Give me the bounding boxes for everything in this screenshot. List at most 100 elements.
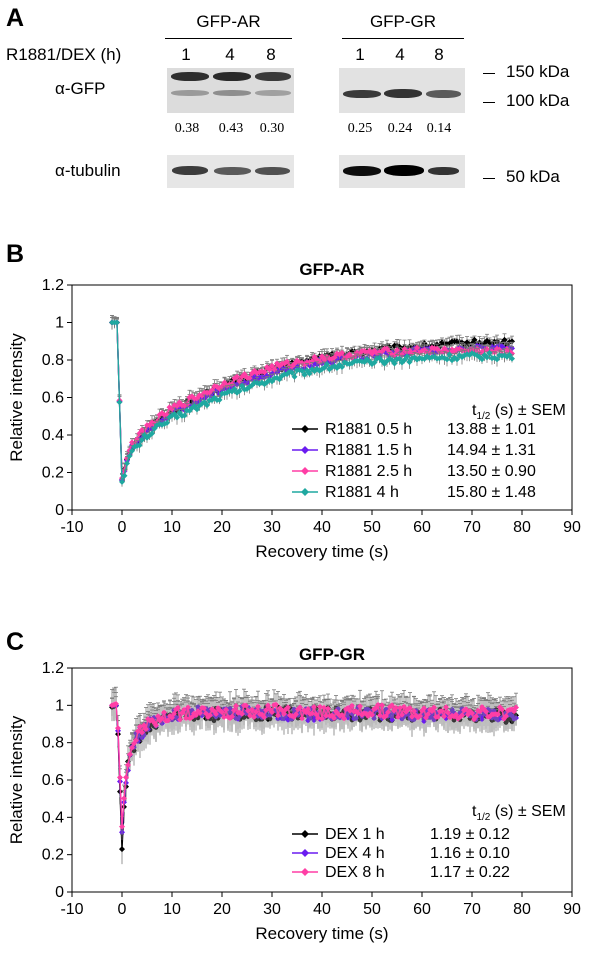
data-point (264, 364, 270, 371)
data-point (333, 708, 339, 715)
data-point (243, 702, 249, 709)
series-0 (109, 316, 515, 487)
data-point (357, 703, 363, 710)
data-point (396, 355, 403, 362)
lane-label: 8 (266, 45, 276, 64)
legend-marker (301, 425, 309, 433)
blot-band (343, 90, 381, 98)
data-point (501, 715, 507, 722)
tubulin-blot-ar (167, 155, 294, 188)
data-point (454, 356, 460, 363)
data-point (175, 704, 181, 711)
gfp-blot-gr (339, 68, 465, 113)
y-tick-label: 0.8 (42, 352, 64, 369)
data-point (417, 712, 423, 719)
data-point (349, 702, 355, 709)
x-tick-label: 20 (213, 519, 231, 536)
gfp-blot-ar (167, 68, 294, 113)
data-point (407, 705, 413, 712)
tubulin-blot-gr (339, 155, 465, 188)
data-point (121, 795, 127, 802)
data-point (233, 702, 239, 709)
legend-series-stat: 1.16 ± 0.10 (430, 845, 510, 862)
data-point (189, 393, 195, 400)
data-point (171, 402, 178, 409)
blot-band (171, 90, 209, 96)
x-tick-label: 80 (513, 901, 531, 918)
data-point (479, 703, 485, 710)
lane-label: 4 (395, 45, 405, 64)
series-2 (109, 686, 519, 838)
data-point (439, 354, 445, 361)
data-point (267, 706, 273, 713)
y-tick-label: 0.4 (42, 427, 64, 444)
data-point (165, 717, 171, 724)
data-point (495, 711, 501, 718)
data-point (211, 383, 218, 390)
data-point (285, 704, 291, 711)
data-point (339, 349, 345, 356)
data-point (119, 478, 125, 485)
data-point (149, 430, 155, 437)
data-point (315, 714, 321, 721)
x-tick-label: 30 (263, 519, 281, 536)
legend-header-sub: 1/2 (476, 411, 490, 422)
data-point (275, 712, 281, 719)
data-point (411, 708, 417, 715)
data-point (319, 366, 325, 373)
data-point (506, 351, 513, 358)
legend-series-name: DEX 4 h (325, 845, 385, 862)
data-point (379, 702, 385, 709)
data-point (255, 703, 261, 710)
y-axis-label: Relative intensity (7, 715, 26, 844)
data-point (371, 347, 378, 354)
data-point (171, 710, 177, 717)
ratio-value: 0.30 (259, 121, 285, 136)
data-point (466, 351, 473, 358)
data-point (293, 711, 299, 718)
data-point (169, 405, 175, 412)
x-tick-label: 40 (313, 901, 331, 918)
legend-series-stat: 13.88 ± 1.01 (447, 421, 536, 438)
group-underline-gfp-ar (165, 38, 292, 39)
data-point (404, 353, 410, 360)
y-tick-label: 1.2 (42, 660, 64, 677)
data-point (341, 715, 347, 722)
data-point (201, 705, 207, 712)
legend-series-stat: 14.94 ± 1.31 (447, 442, 536, 459)
data-point (464, 339, 470, 346)
x-tick-label: 50 (363, 901, 381, 918)
y-tick-label: 0 (55, 502, 64, 519)
legend-marker (301, 488, 309, 496)
legend-series-name: DEX 8 h (325, 864, 385, 881)
data-point (374, 355, 380, 362)
x-tick-label: 0 (118, 519, 127, 536)
legend-series-name: DEX 1 h (325, 826, 385, 843)
data-point (201, 399, 208, 406)
x-axis-label: Recovery time (s) (255, 924, 388, 943)
x-tick-label: 80 (513, 519, 531, 536)
data-point (406, 359, 413, 366)
data-point (339, 364, 345, 371)
data-point (253, 708, 259, 715)
x-tick-label: 70 (463, 901, 481, 918)
x-tick-label: 90 (563, 519, 581, 536)
data-point (119, 846, 125, 853)
data-point (219, 709, 225, 716)
data-point (119, 823, 125, 830)
data-point (345, 714, 351, 721)
data-point (153, 722, 159, 729)
data-point (126, 452, 133, 459)
data-point (325, 705, 331, 712)
data-point (391, 351, 398, 358)
data-point (401, 703, 407, 710)
marker-dash (483, 178, 495, 179)
data-point (259, 379, 265, 386)
y-tick-label: 0.6 (42, 390, 64, 407)
data-point (136, 442, 143, 449)
data-point (139, 426, 145, 433)
group-label-gfp-ar: GFP-AR (196, 12, 261, 31)
legend-header-rest: (s) ± SEM (490, 402, 565, 419)
data-point (127, 751, 133, 758)
data-point (297, 704, 303, 711)
